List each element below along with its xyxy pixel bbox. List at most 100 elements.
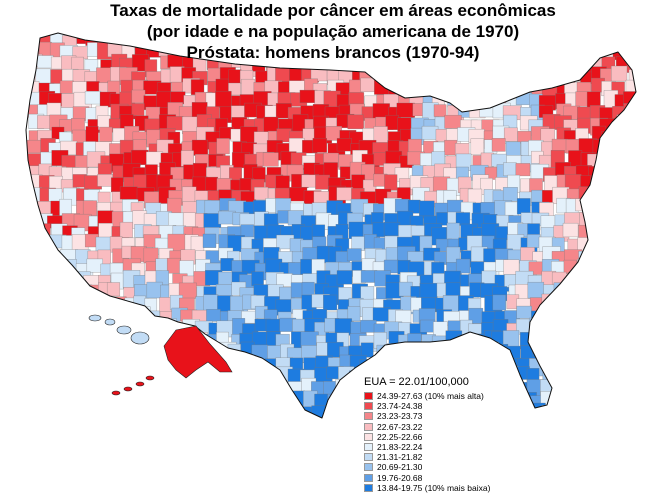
economic-area-cell xyxy=(205,176,218,193)
economic-area-cell xyxy=(36,223,51,240)
economic-area-cell xyxy=(241,79,255,98)
economic-area-cell xyxy=(347,395,363,414)
legend-row: 19.76-20.68 xyxy=(364,473,564,483)
economic-area-cell xyxy=(26,281,44,298)
economic-area-cell xyxy=(600,382,613,401)
economic-area-cell xyxy=(599,215,615,229)
economic-area-cell xyxy=(124,347,138,364)
economic-area-cell xyxy=(628,320,636,336)
economic-area-cell xyxy=(576,368,590,385)
economic-area-cell xyxy=(251,344,269,361)
economic-area-cell xyxy=(100,368,117,383)
economic-area-cell xyxy=(96,343,114,362)
economic-area-cell xyxy=(616,188,632,204)
economic-area-cell xyxy=(495,79,511,97)
economic-area-cell xyxy=(39,389,55,407)
economic-area-cell xyxy=(531,310,550,326)
economic-area-cell xyxy=(70,309,87,325)
economic-area-cell xyxy=(26,381,43,400)
legend-row: 20.69-21.30 xyxy=(364,462,564,472)
economic-area-cell xyxy=(239,383,253,399)
economic-area-cell xyxy=(542,354,560,372)
economic-area-cell xyxy=(625,186,636,204)
map-title: Taxas de mortalidade por câncer em áreas… xyxy=(0,0,666,63)
economic-area-cell xyxy=(575,356,593,372)
economic-area-cell xyxy=(504,127,518,142)
economic-area-cell xyxy=(577,258,591,275)
economic-area-cell xyxy=(372,307,391,322)
economic-area-cell xyxy=(266,404,284,418)
economic-area-cell xyxy=(611,164,629,181)
legend-row: 22.67-23.22 xyxy=(364,422,564,432)
economic-area-cell xyxy=(436,345,454,359)
economic-area-cell xyxy=(323,294,338,311)
economic-area-cell xyxy=(131,416,150,418)
economic-area-cell xyxy=(599,367,612,386)
economic-area-cell xyxy=(444,140,458,156)
legend-row: 23.23-23.73 xyxy=(364,411,564,421)
economic-area-cell xyxy=(262,152,279,167)
economic-area-cell xyxy=(327,393,341,409)
economic-area-cell xyxy=(192,402,209,417)
hawaii xyxy=(88,314,150,345)
economic-area-cell xyxy=(600,331,615,345)
economic-area-cell xyxy=(227,392,241,406)
economic-area-cell xyxy=(131,89,146,104)
economic-area-cell xyxy=(555,70,573,84)
economic-area-cell xyxy=(588,357,605,372)
economic-area-cell xyxy=(503,187,518,202)
economic-area-cell xyxy=(40,274,56,291)
legend-row: 22.25-22.66 xyxy=(364,432,564,442)
economic-area-cell xyxy=(61,309,78,323)
economic-area-cell xyxy=(481,341,500,357)
economic-area-cell xyxy=(191,139,208,156)
economic-area-cell xyxy=(612,200,629,216)
economic-area-cell xyxy=(26,248,39,265)
economic-area-cell xyxy=(484,354,499,368)
economic-area-cell xyxy=(575,91,589,107)
economic-area-cell xyxy=(37,415,55,418)
economic-area-cell xyxy=(289,407,307,418)
economic-area-cell xyxy=(239,395,256,412)
economic-area-cell xyxy=(395,310,412,324)
economic-area-cell xyxy=(623,130,636,148)
economic-area-cell xyxy=(455,92,469,106)
conus-outline xyxy=(25,32,637,419)
economic-area-cell xyxy=(84,346,100,361)
economic-area-cell xyxy=(112,332,128,350)
economic-area-cell xyxy=(166,116,184,131)
economic-area-cell xyxy=(208,379,225,397)
economic-area-cell xyxy=(600,138,615,152)
economic-area-cell xyxy=(71,369,86,383)
economic-area-cell xyxy=(85,392,101,405)
economic-area-cell xyxy=(624,419,639,434)
economic-area-cell xyxy=(26,225,43,239)
economic-area-cell xyxy=(604,247,618,263)
economic-area-cell xyxy=(541,309,560,325)
economic-area-cell xyxy=(84,366,103,386)
economic-area-cell xyxy=(26,307,43,326)
economic-area-cell xyxy=(601,131,619,147)
economic-area-cell xyxy=(180,150,194,167)
economic-area-cell xyxy=(143,345,159,364)
economic-area-cell xyxy=(625,178,636,192)
economic-area-cell xyxy=(603,153,617,168)
economic-area-cell xyxy=(589,368,606,386)
economic-area-cell xyxy=(242,405,259,418)
economic-area-cell xyxy=(40,357,54,371)
economic-area-cell xyxy=(264,381,283,395)
legend-swatch xyxy=(364,453,373,462)
economic-area-cell xyxy=(83,356,96,372)
economic-area-cell xyxy=(228,366,244,381)
economic-area-cell xyxy=(611,344,628,361)
economic-area-cell xyxy=(39,260,54,275)
economic-area-cell xyxy=(599,282,616,298)
economic-area-cell xyxy=(230,403,246,418)
economic-area-cell xyxy=(578,295,593,309)
economic-area-cell xyxy=(76,381,95,396)
economic-area-cell xyxy=(123,419,137,432)
economic-area-cell xyxy=(26,274,40,293)
economic-area-cell xyxy=(611,389,625,408)
economic-area-cell xyxy=(167,403,186,418)
economic-area-cell xyxy=(470,138,484,155)
